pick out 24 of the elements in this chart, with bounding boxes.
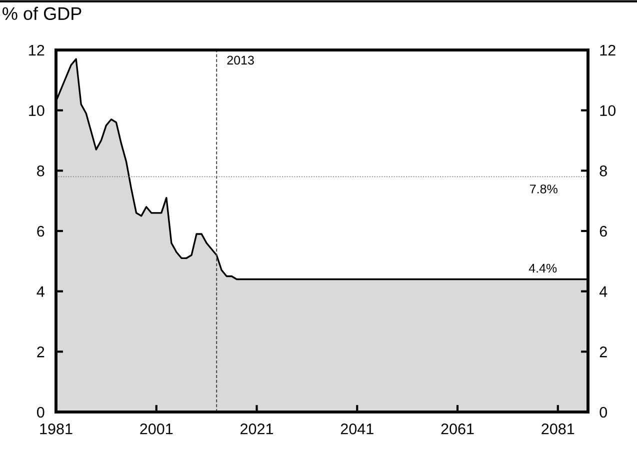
x-tick-label: 2041 [340,424,374,434]
y-tick-label: 0 [36,406,44,418]
x-tick-label: 2021 [240,424,274,434]
y2-tick-label: 4 [599,286,608,297]
y2-tick-label: 10 [600,105,616,116]
y2-tick-label: 0 [600,406,608,418]
y2-tick-label: 2 [600,346,607,358]
ref-line-label: 7.8% [530,184,558,194]
y2-tick-label: 6 [600,226,607,237]
y-tick-label: 2 [37,346,44,358]
y-tick-label: 6 [37,226,44,237]
x-tick-label: 1981 [40,424,72,434]
chart-title: % of GDP [2,6,82,20]
annotation: 4.4% [528,264,557,273]
x-tick-label: 2001 [140,424,173,434]
y2-tick-label: 8 [600,166,607,176]
x-tick-label: 2061 [441,424,474,434]
y-tick-label: 10 [29,105,44,116]
ref-line-label: 2013 [227,56,254,65]
y-tick-label: 12 [29,44,44,56]
y-tick-label: 8 [37,166,44,176]
x-tick-label: 2081 [542,424,574,434]
y2-tick-label: 12 [600,44,616,56]
y-tick-label: 4 [36,286,44,297]
